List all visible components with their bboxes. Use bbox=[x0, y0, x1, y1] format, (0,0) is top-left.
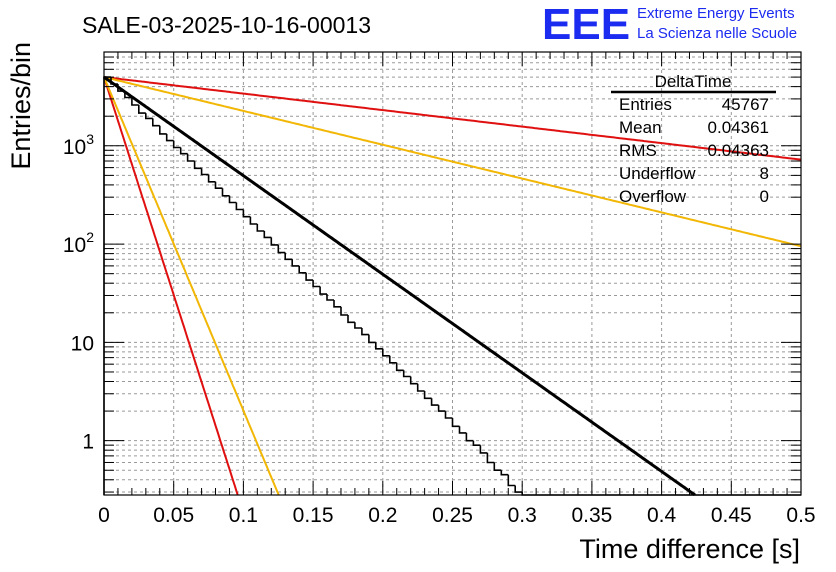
stats-rows: Entries 45767 Mean 0.04361 RMS 0.04363 Underfl… bbox=[619, 95, 769, 206]
stats-label: Mean bbox=[619, 118, 662, 137]
curve-lower-slow bbox=[103, 76, 802, 248]
stats-label: Overflow bbox=[619, 187, 687, 206]
x-tick-label: 0 bbox=[98, 504, 110, 527]
fit-curves bbox=[103, 75, 802, 497]
curve-fit bbox=[103, 75, 696, 497]
eee-logo: EEE Extreme Energy Events La Scienza nel… bbox=[542, 0, 797, 49]
x-tick-labels: 0 0.05 0.1 0.15 0.2 0.25 0.3 0.35 0.4 0.45 0.5 bbox=[98, 504, 815, 527]
x-tick-label: 0.2 bbox=[368, 504, 397, 527]
stats-label: Entries bbox=[619, 95, 672, 114]
y-tick-labels: 1 10 102 103 bbox=[63, 131, 94, 454]
curve-lower-fast bbox=[103, 76, 280, 496]
x-tick-label: 0.05 bbox=[153, 504, 194, 527]
x-tick-label: 0.4 bbox=[647, 504, 677, 527]
curve-upper-fast bbox=[103, 76, 239, 496]
x-axis-title: Time difference [s] bbox=[579, 534, 800, 564]
y-axis-title: Entries/bin bbox=[6, 42, 36, 170]
eee-logo-line1: Extreme Energy Events bbox=[637, 5, 795, 22]
axis-ticks bbox=[103, 51, 802, 495]
stats-value: 45767 bbox=[722, 95, 769, 114]
chart-title: SALE-03-2025-10-16-00013 bbox=[82, 12, 371, 38]
x-tick-label: 0.45 bbox=[711, 504, 752, 527]
x-tick-label: 0.5 bbox=[786, 504, 815, 527]
y-tick-label: 10 bbox=[71, 332, 94, 355]
y-tick-label: 1 bbox=[82, 431, 94, 454]
stats-value: 0.04363 bbox=[708, 141, 769, 160]
y-tick-label: 103 bbox=[63, 131, 94, 159]
eee-logo-line2: La Scienza nelle Scuole bbox=[637, 25, 797, 42]
stats-box: DeltaTime Entries 45767 Mean 0.04361 RMS 0.04… bbox=[611, 72, 776, 206]
x-tick-label: 0.3 bbox=[508, 504, 537, 527]
x-tick-label: 0.35 bbox=[571, 504, 612, 527]
stats-title: DeltaTime bbox=[655, 72, 732, 91]
eee-logo-text: EEE bbox=[542, 0, 630, 49]
stats-value: 8 bbox=[760, 164, 769, 183]
x-tick-label: 0.25 bbox=[432, 504, 473, 527]
stats-value: 0.04361 bbox=[708, 118, 769, 137]
curve-upper-slow bbox=[103, 76, 802, 161]
stats-label: Underflow bbox=[619, 164, 696, 183]
stats-label: RMS bbox=[619, 141, 657, 160]
x-tick-label: 0.15 bbox=[293, 504, 334, 527]
grid bbox=[104, 51, 801, 495]
x-tick-label: 0.1 bbox=[229, 504, 258, 527]
stats-value: 0 bbox=[760, 187, 769, 206]
y-tick-label: 102 bbox=[63, 229, 94, 257]
